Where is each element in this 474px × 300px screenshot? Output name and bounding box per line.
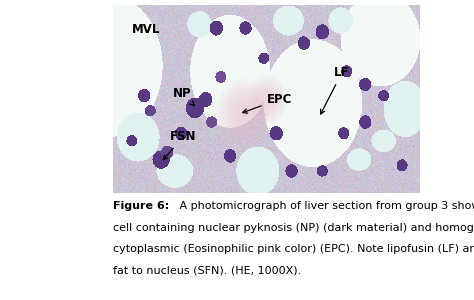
Text: FSN: FSN <box>164 130 196 160</box>
Text: A photomicrograph of liver section from group 3 showing dead: A photomicrograph of liver section from … <box>175 201 474 211</box>
Text: fat to nucleus (SFN). (HE, 1000X).: fat to nucleus (SFN). (HE, 1000X). <box>113 266 301 276</box>
Text: MVL: MVL <box>131 23 160 36</box>
Text: cell containing nuclear pyknosis (NP) (dark material) and homogenous: cell containing nuclear pyknosis (NP) (d… <box>113 223 474 232</box>
Text: LF: LF <box>320 66 349 114</box>
Text: EPC: EPC <box>243 93 292 113</box>
Text: cytoplasmic (Eosinophilic pink color) (EPC). Note lipofusin (LF) and shutting: cytoplasmic (Eosinophilic pink color) (E… <box>113 244 474 254</box>
Text: NP: NP <box>173 87 194 106</box>
Text: Figure 6:: Figure 6: <box>113 201 169 211</box>
